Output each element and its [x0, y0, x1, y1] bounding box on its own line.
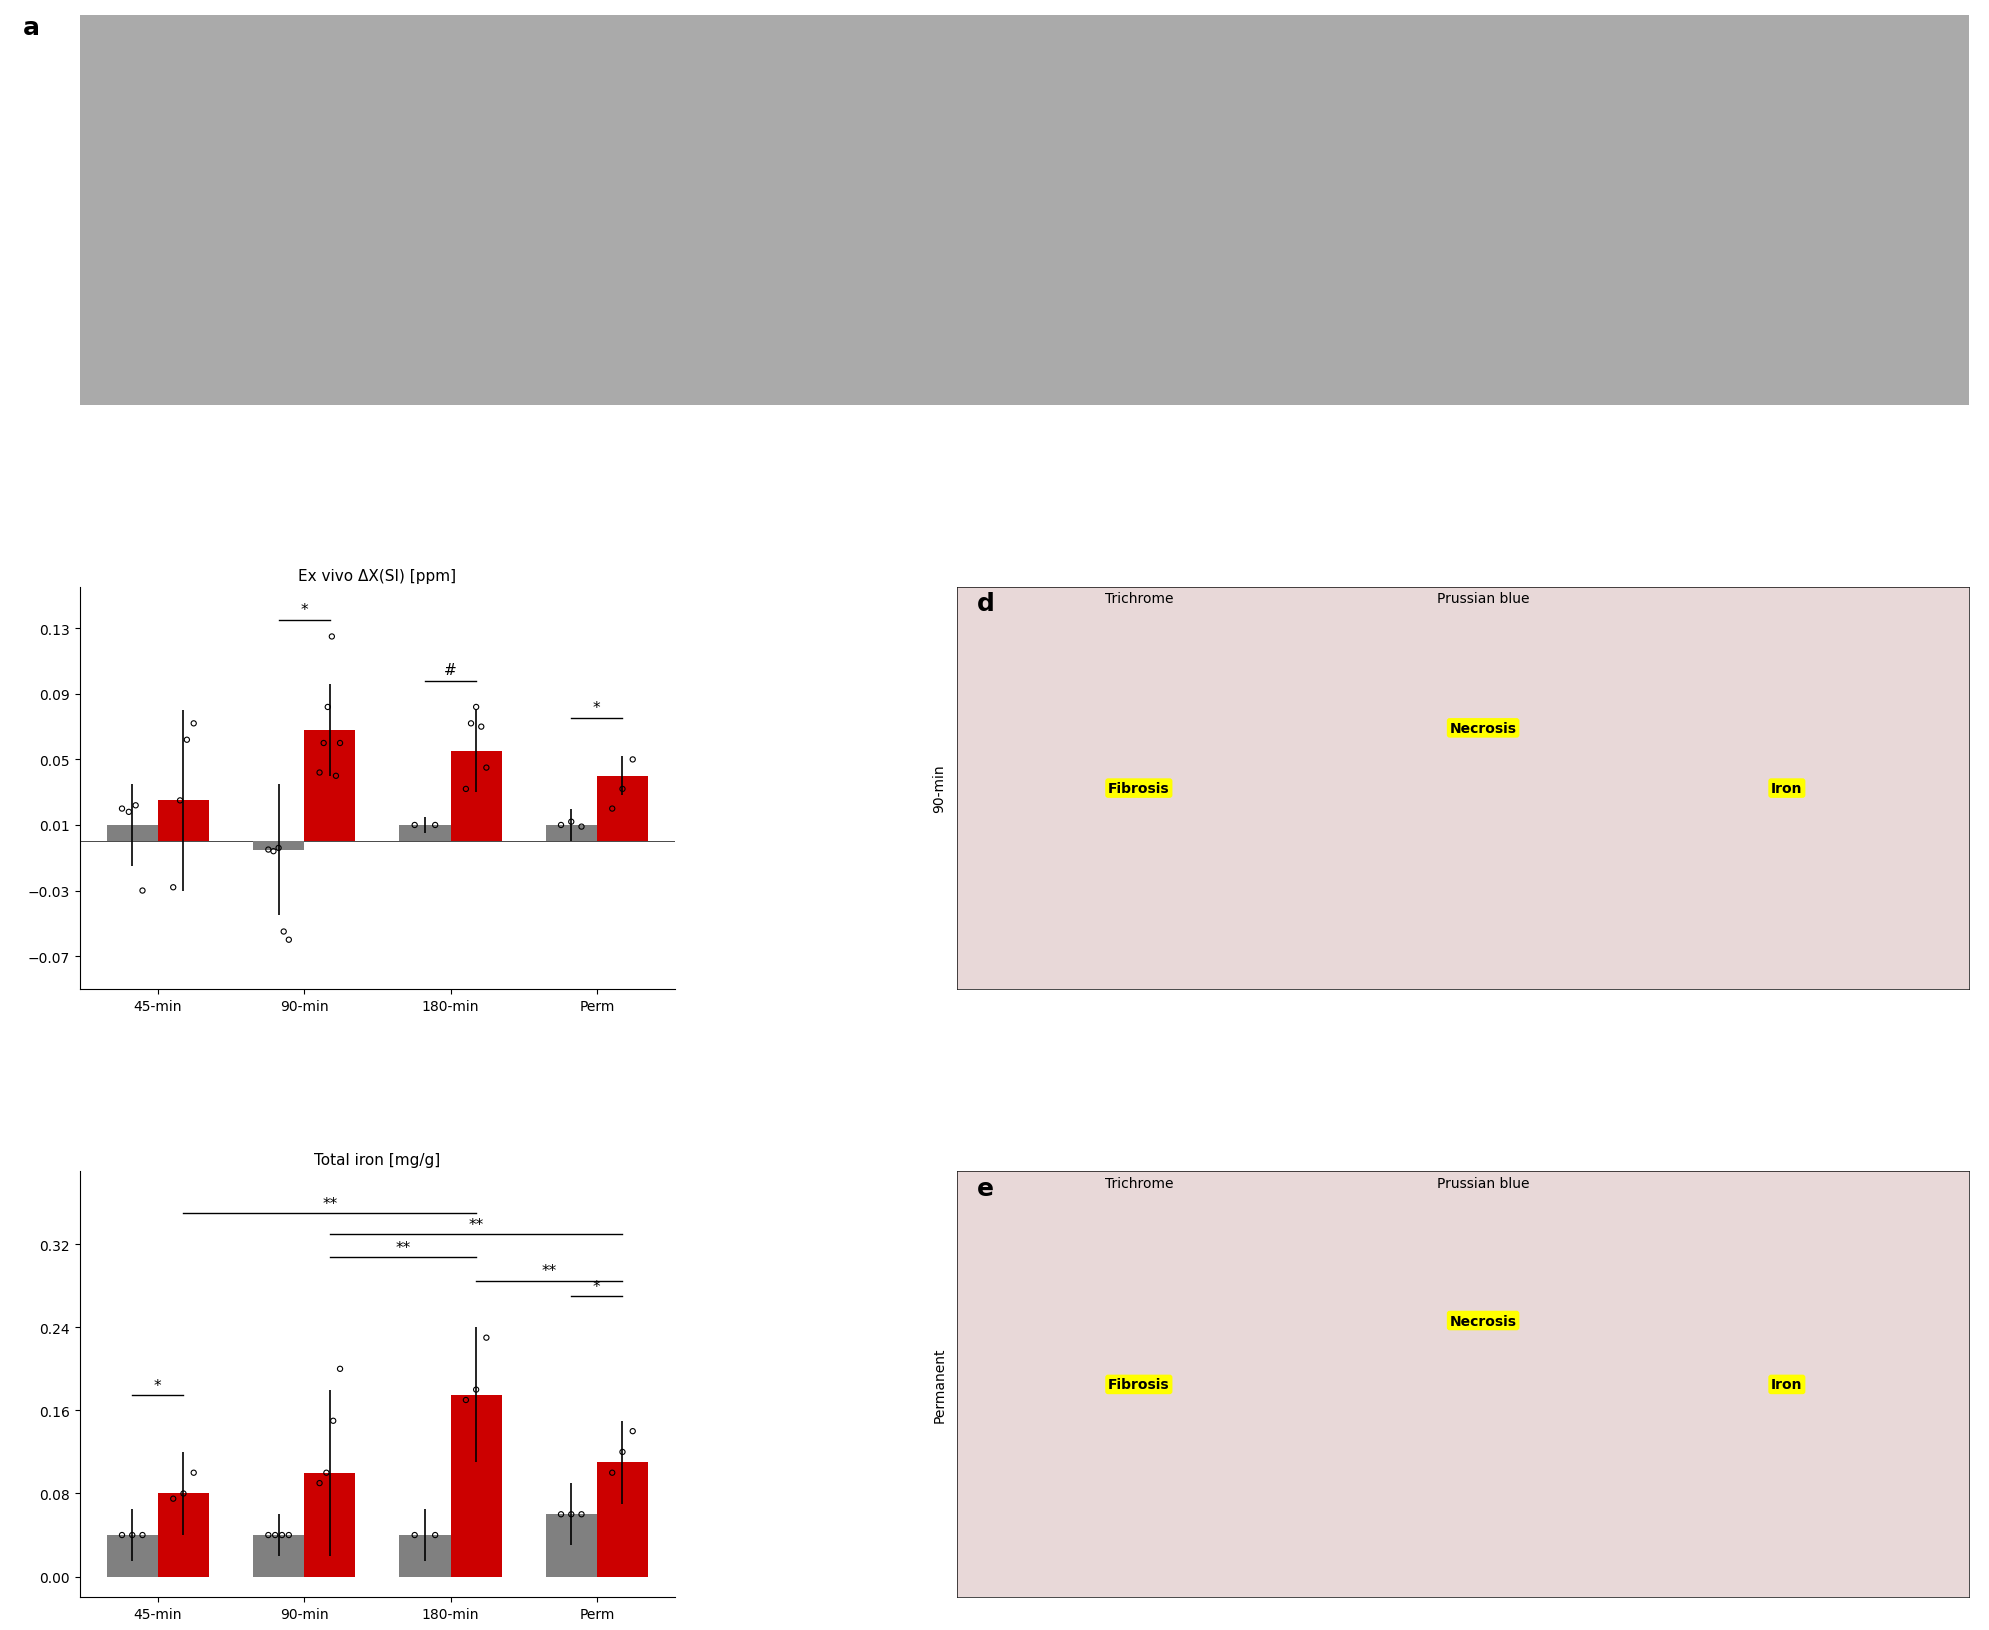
Text: Fibrosis: Fibrosis — [1108, 782, 1170, 795]
Point — [471, 1325, 503, 1351]
Bar — [157, 800, 209, 841]
Point — [545, 812, 577, 838]
Point — [455, 711, 487, 737]
Bar — [107, 1535, 157, 1576]
Point — [253, 1522, 284, 1548]
Point — [316, 624, 348, 650]
Point — [119, 792, 151, 818]
Text: **: ** — [396, 1240, 410, 1255]
Point — [115, 1522, 147, 1548]
Bar — [597, 1462, 648, 1576]
Point — [253, 836, 284, 862]
Point — [171, 727, 203, 753]
Text: Permanent: Permanent — [933, 1346, 947, 1423]
Bar — [304, 730, 356, 841]
Text: *: * — [593, 701, 601, 716]
Point — [127, 879, 159, 905]
Point — [267, 1522, 298, 1548]
Point — [420, 1522, 452, 1548]
Point — [157, 875, 189, 901]
Point — [310, 1460, 342, 1487]
Text: 90-min: 90-min — [933, 764, 947, 813]
Text: d: d — [977, 592, 994, 616]
Text: *: * — [593, 1280, 601, 1294]
Point — [165, 787, 197, 813]
Title: Ex vivo ΔX(SI) [ppm]: Ex vivo ΔX(SI) [ppm] — [298, 569, 455, 584]
Text: Necrosis: Necrosis — [1450, 722, 1516, 735]
Point — [263, 835, 294, 861]
Text: e: e — [977, 1175, 994, 1200]
Text: Fibrosis: Fibrosis — [1108, 1377, 1170, 1392]
Text: a: a — [24, 16, 40, 41]
Text: #: # — [444, 663, 457, 678]
Point — [545, 1501, 577, 1527]
Bar — [545, 825, 597, 841]
Point — [597, 1460, 629, 1487]
Text: Iron: Iron — [1770, 782, 1802, 795]
Point — [177, 711, 209, 737]
Bar — [304, 1474, 356, 1576]
Text: Iron: Iron — [1770, 1377, 1802, 1392]
Point — [450, 776, 481, 802]
Point — [259, 1522, 290, 1548]
Point — [312, 694, 344, 720]
Point — [617, 747, 648, 773]
Point — [318, 1408, 350, 1434]
Bar — [157, 1493, 209, 1576]
Text: Trichrome: Trichrome — [1104, 1175, 1174, 1190]
Point — [304, 760, 336, 786]
Point — [398, 1522, 430, 1548]
Bar — [400, 825, 452, 841]
Text: *: * — [300, 603, 308, 618]
Bar — [107, 825, 157, 841]
Point — [565, 1501, 597, 1527]
Point — [459, 694, 491, 720]
Text: Necrosis: Necrosis — [1450, 1314, 1516, 1328]
Point — [398, 812, 430, 838]
Point — [157, 1485, 189, 1511]
Bar — [400, 1535, 452, 1576]
Point — [320, 763, 352, 789]
Point — [127, 1522, 159, 1548]
Point — [167, 1480, 199, 1506]
Point — [555, 808, 587, 835]
Bar — [545, 1514, 597, 1576]
Title: Total iron [mg/g]: Total iron [mg/g] — [314, 1152, 440, 1167]
Point — [465, 714, 497, 740]
Point — [304, 1470, 336, 1496]
Text: Trichrome: Trichrome — [1104, 592, 1174, 606]
Bar — [253, 1535, 304, 1576]
Text: **: ** — [322, 1196, 338, 1211]
Point — [324, 1356, 356, 1382]
Text: **: ** — [541, 1263, 557, 1278]
Bar — [452, 751, 501, 841]
Point — [272, 927, 304, 954]
Text: Prussian blue: Prussian blue — [1436, 1175, 1530, 1190]
Bar — [597, 776, 648, 841]
Point — [420, 812, 452, 838]
Point — [269, 919, 300, 945]
Bar — [452, 1395, 501, 1576]
Point — [177, 1460, 209, 1487]
Text: *: * — [153, 1377, 161, 1394]
Text: **: ** — [469, 1218, 483, 1232]
Point — [105, 1522, 137, 1548]
Point — [617, 1418, 648, 1444]
Point — [105, 795, 137, 822]
Point — [471, 755, 503, 781]
Text: Prussian blue: Prussian blue — [1436, 592, 1530, 606]
Point — [607, 1439, 638, 1465]
Point — [324, 730, 356, 756]
Bar — [253, 841, 304, 849]
Point — [597, 795, 629, 822]
Point — [555, 1501, 587, 1527]
Point — [308, 730, 340, 756]
Point — [450, 1387, 481, 1413]
Point — [272, 1522, 304, 1548]
Point — [607, 776, 638, 802]
Point — [257, 839, 288, 866]
Point — [565, 813, 597, 839]
Point — [113, 799, 145, 825]
Point — [459, 1377, 491, 1403]
